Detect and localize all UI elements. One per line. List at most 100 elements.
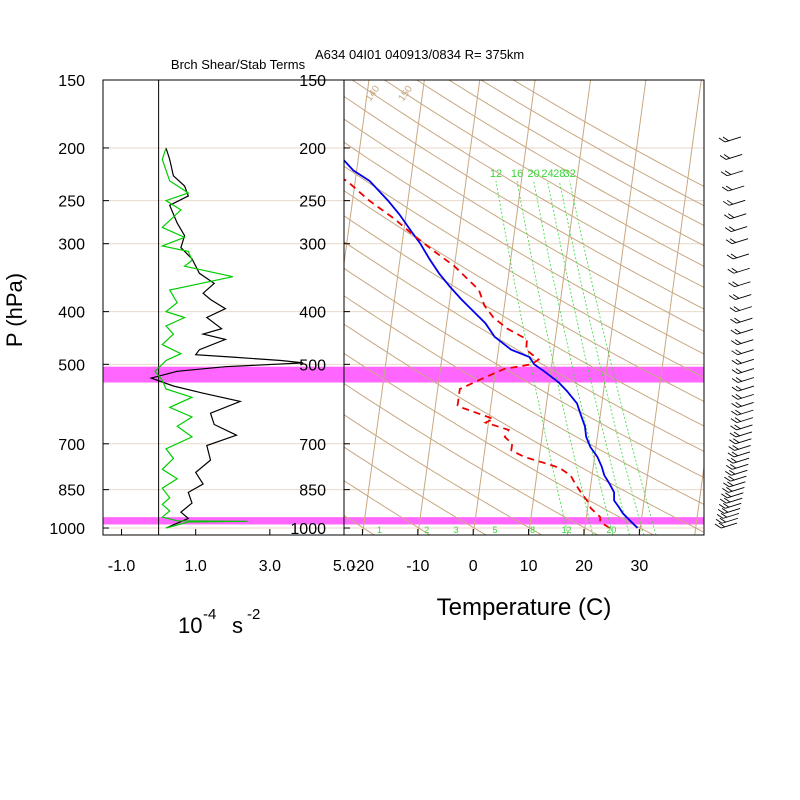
dry-adiabat-line — [344, 190, 704, 402]
wind-barb — [731, 377, 755, 383]
wind-barb-flag — [730, 318, 737, 324]
wind-barb-flag — [716, 514, 724, 519]
wind-barb — [721, 492, 744, 499]
isotherm-line — [638, 80, 702, 535]
wind-barb-staff — [733, 267, 750, 274]
wind-barb-staff — [735, 306, 752, 313]
wind-barb-staff — [736, 328, 754, 335]
wind-barb — [725, 238, 749, 245]
dry-adiabat-line — [344, 165, 704, 379]
wind-barb-flag — [728, 282, 735, 288]
wind-barb — [730, 317, 753, 324]
left-x-ticks: -1.0 1.0 3.0 5.0 — [108, 529, 355, 575]
wind-barb — [725, 463, 749, 470]
wind-barb — [730, 424, 753, 431]
wind-barb-flag — [732, 445, 739, 450]
wind-barb — [729, 438, 752, 445]
wind-barb-staff — [726, 497, 743, 504]
wind-barb-flag — [728, 475, 735, 481]
wind-barb-flag — [720, 498, 727, 504]
wind-barb-flag — [728, 226, 736, 231]
y-tick-label: 400 — [58, 305, 85, 322]
wind-barb-staff — [737, 349, 754, 356]
wind-barb — [716, 512, 740, 519]
wind-barb — [728, 281, 751, 288]
x-tick-label: -1.0 — [108, 558, 136, 575]
wind-barb-flag — [718, 522, 726, 528]
wind-barb-flag — [723, 154, 731, 159]
wind-barb — [724, 475, 747, 482]
wind-barb-flag — [720, 171, 728, 177]
y-tick-label: 400 — [299, 305, 326, 322]
sounding-series — [344, 159, 639, 529]
mixing-ratio-line — [547, 180, 630, 535]
wind-barb — [730, 417, 754, 424]
wind-barb-flag — [731, 378, 739, 383]
wind-barb-staff — [731, 238, 749, 245]
wind-barb-flag — [724, 497, 731, 503]
dry-adiabat-line — [344, 215, 704, 427]
wind-barb — [727, 267, 750, 274]
y-tick-label: 1000 — [290, 521, 326, 538]
wind-barb — [726, 253, 750, 260]
wind-barb — [724, 226, 748, 233]
wind-barb-flag — [731, 350, 738, 356]
mixing-ratio-label: 12 — [490, 168, 502, 180]
y-tick-label: 700 — [58, 437, 85, 454]
wind-barb — [718, 136, 742, 143]
wind-barb-flag — [729, 463, 737, 469]
mixing-ratio-label: 8 — [530, 525, 535, 535]
wind-barb — [728, 445, 751, 451]
wind-barb-flag — [717, 509, 725, 514]
wind-barb — [723, 481, 746, 488]
highlight-band — [103, 366, 344, 383]
dewpoint-line — [344, 178, 611, 529]
dry-adiabat-line — [344, 480, 431, 535]
isotherm-line — [361, 80, 425, 535]
mixing-ratio-label: 3 — [454, 525, 459, 535]
x-tick-label: 3.0 — [259, 558, 281, 575]
wind-barb — [731, 393, 754, 400]
wind-barb-flag — [731, 403, 738, 408]
mixing-ratio-label: 2 — [424, 525, 429, 535]
wind-barb-flag — [733, 431, 741, 437]
left-isobar-grid — [103, 79, 344, 529]
mixing-ratio-label: 1 — [377, 525, 382, 535]
wind-barb — [719, 154, 743, 160]
wind-barb — [726, 457, 750, 464]
wind-barb-flag — [731, 267, 739, 273]
wind-barb-flag — [725, 492, 732, 498]
wind-barb-flag — [730, 425, 737, 431]
dry-adiabat-line — [344, 241, 704, 452]
mixing-ratio-label: 20 — [606, 525, 616, 535]
y-tick-label: 150 — [299, 73, 326, 90]
wind-barb-flag — [719, 155, 727, 160]
wind-barb-staff — [723, 507, 741, 514]
y-tick-label: 850 — [58, 483, 85, 500]
mixing-ratio-line — [516, 180, 594, 535]
dry-adiabat-line — [416, 80, 704, 247]
wind-barb-staff — [733, 451, 751, 458]
wind-barb-staff — [737, 409, 754, 416]
mixing-ratio-line — [558, 180, 644, 535]
wind-barb-flag — [718, 503, 726, 509]
x-axis-label: Temperature (C) — [437, 594, 612, 621]
wind-barb — [723, 213, 747, 220]
isotherm-line — [472, 80, 536, 535]
wind-barb — [727, 451, 751, 458]
wind-barb-flag — [722, 136, 730, 142]
wind-barb-flag — [735, 402, 742, 407]
wind-barb — [731, 368, 755, 375]
wind-barb-flag — [735, 368, 743, 373]
temperature-line — [344, 159, 639, 529]
wind-barb — [725, 469, 748, 476]
wind-barb-staff — [737, 358, 754, 365]
wind-barb-staff — [722, 512, 740, 519]
wind-barb-staff — [737, 339, 754, 346]
wind-barb-flag — [734, 317, 741, 323]
skewt-plot-area — [344, 80, 704, 535]
right-y-ticks: 150 200 250 300 400 500 700 850 1000 — [290, 73, 350, 538]
wind-barb-staff — [724, 136, 742, 143]
y-tick-label: 150 — [58, 73, 85, 90]
